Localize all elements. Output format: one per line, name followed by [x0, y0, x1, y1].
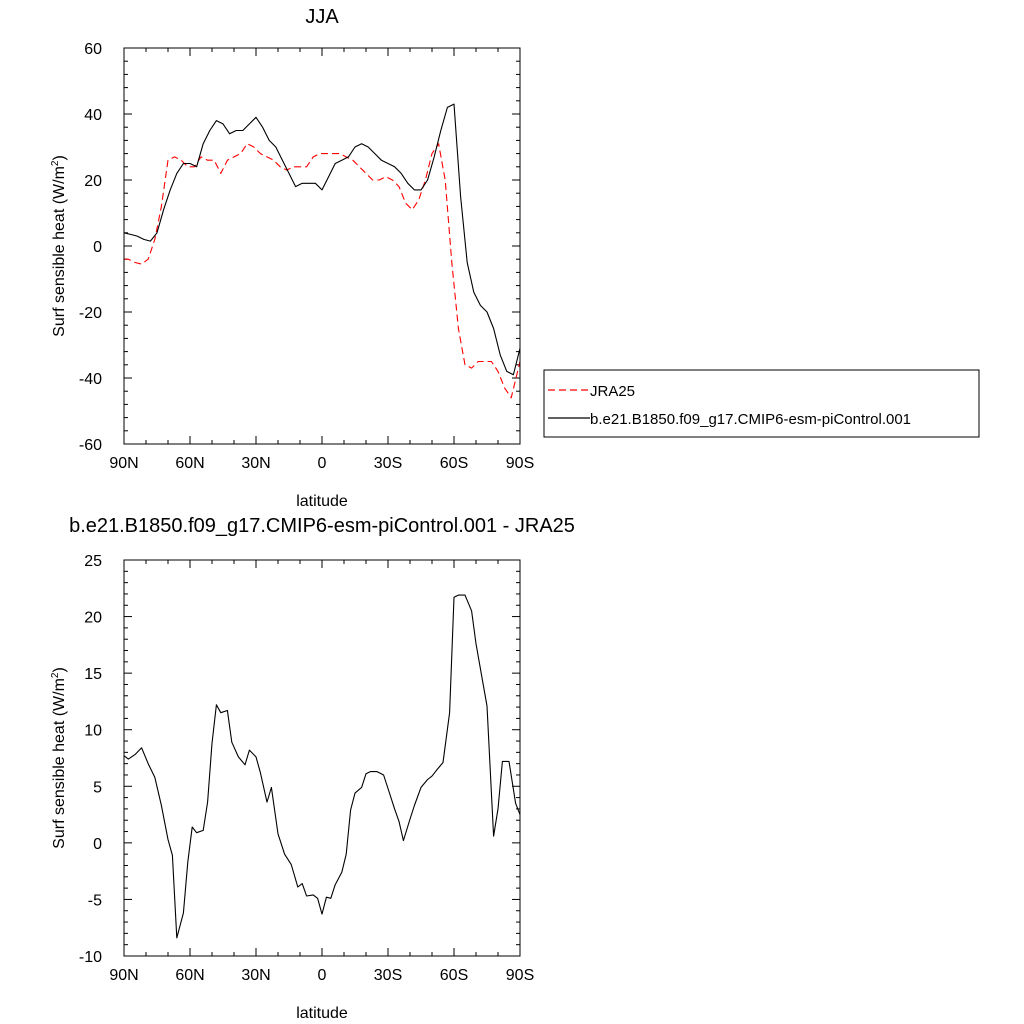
series-line-jra25: [124, 143, 521, 399]
bottom-series-lines: [123, 594, 521, 939]
x-tick-label: 30S: [374, 967, 402, 984]
y-tick-label: 40: [84, 107, 102, 124]
bottom-y-axis-label: Surf sensible heat (W/m2): [50, 667, 68, 849]
y-tick-label: 5: [93, 779, 102, 796]
top-y-axis-label-sup: 2: [50, 160, 61, 166]
series-line-cesm: [123, 103, 521, 376]
legend-label-jra25: JRA25: [590, 383, 635, 400]
top-panel: JJA 90N 60N 30N 0 30S 60S 90S -60 -40 -20 0 20 40 60…: [50, 6, 980, 510]
top-x-tick-labels: 90N 60N 30N 0 30S 60S 90S: [109, 455, 534, 472]
top-y-tick-labels: -60 -40 -20 0 20 40 60: [79, 41, 102, 454]
y-tick-label: -20: [79, 305, 102, 322]
legend-box: [543, 369, 980, 438]
top-axis-ticks: [123, 47, 521, 445]
x-tick-label: 90N: [109, 967, 138, 984]
bottom-y-axis-label-close: ): [51, 667, 68, 672]
legend-label-cesm: b.e21.B1850.f09_g17.CMIP6-esm-piControl.…: [590, 411, 911, 428]
bottom-y-axis-label-sup: 2: [50, 672, 61, 678]
y-tick-label: -5: [88, 892, 102, 909]
bottom-plot-frame: [123, 559, 521, 957]
x-tick-label: 60S: [440, 455, 468, 472]
top-y-axis-label-main: Surf sensible heat (W/m: [51, 166, 68, 337]
x-tick-label: 30N: [241, 967, 270, 984]
y-tick-label: -60: [79, 437, 102, 454]
y-tick-label: 60: [84, 41, 102, 58]
y-tick-label: 15: [84, 666, 102, 683]
bottom-panel: b.e21.B1850.f09_g17.CMIP6-esm-piControl.…: [50, 515, 575, 1022]
x-tick-label: 60N: [175, 967, 204, 984]
x-tick-label: 30S: [374, 455, 402, 472]
x-tick-label: 90S: [506, 967, 534, 984]
y-tick-label: 20: [84, 610, 102, 627]
y-tick-label: 25: [84, 553, 102, 570]
bottom-chart-title: b.e21.B1850.f09_g17.CMIP6-esm-piControl.…: [69, 515, 575, 537]
x-tick-label: 30N: [241, 455, 270, 472]
y-tick-label: 0: [93, 239, 102, 256]
top-chart-title: JJA: [305, 6, 339, 28]
series-line-difference: [123, 594, 521, 939]
y-tick-label: -10: [79, 949, 102, 966]
bottom-y-tick-labels: -10 -5 0 5 10 15 20 25: [79, 553, 102, 966]
y-tick-label: 20: [84, 173, 102, 190]
top-series-lines: [123, 103, 521, 399]
y-tick-label: -40: [79, 371, 102, 388]
x-tick-label: 60S: [440, 967, 468, 984]
x-tick-label: 60N: [175, 455, 204, 472]
y-tick-label: 0: [93, 836, 102, 853]
x-tick-label: 0: [318, 967, 327, 984]
y-tick-label: 10: [84, 723, 102, 740]
top-y-axis-label-close: ): [51, 155, 68, 160]
top-x-axis-label: latitude: [296, 493, 348, 510]
bottom-x-axis-label: latitude: [296, 1005, 348, 1022]
top-plot-frame: [123, 47, 521, 445]
x-tick-label: 90S: [506, 455, 534, 472]
bottom-y-axis-label-main: Surf sensible heat (W/m: [51, 678, 68, 849]
x-tick-label: 0: [318, 455, 327, 472]
bottom-x-tick-labels: 90N 60N 30N 0 30S 60S 90S: [109, 967, 534, 984]
top-legend: JRA25 b.e21.B1850.f09_g17.CMIP6-esm-piCo…: [543, 369, 980, 438]
bottom-axis-ticks: [123, 559, 521, 957]
x-tick-label: 90N: [109, 455, 138, 472]
top-y-axis-label: Surf sensible heat (W/m2): [50, 155, 68, 337]
